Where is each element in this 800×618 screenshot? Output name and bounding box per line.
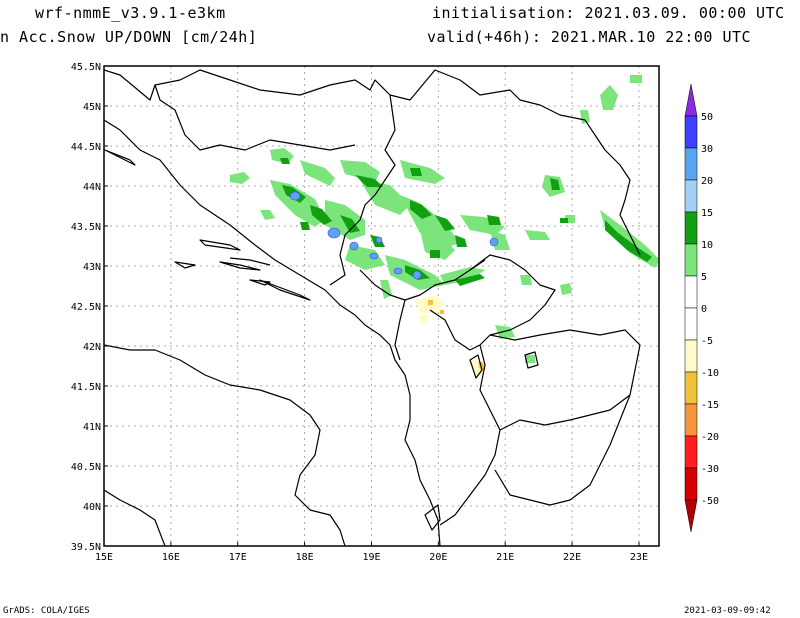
model-title: wrf-nmmE_v3.9.1-e3km bbox=[35, 4, 226, 22]
y-tick-label: 43N bbox=[83, 262, 101, 273]
colorbar-label: -10 bbox=[701, 368, 719, 379]
x-tick-label: 20E bbox=[429, 552, 447, 563]
y-tick-label: 45N bbox=[83, 102, 101, 113]
y-tick-label: 42N bbox=[83, 342, 101, 353]
longitude-ticks: 15E 16E 17E 18E 19E 20E 21E 22E 23E bbox=[95, 542, 648, 563]
serbia-border bbox=[389, 69, 641, 256]
montenegro-border bbox=[359, 259, 486, 301]
colorbar-segment bbox=[684, 211, 698, 245]
colorbar-label: -5 bbox=[701, 336, 713, 347]
y-tick-label: 42.5N bbox=[71, 302, 101, 313]
x-tick-label: 16E bbox=[162, 552, 180, 563]
islands bbox=[104, 149, 311, 301]
snow-accumulation-field bbox=[230, 75, 659, 375]
y-tick-label: 43.5N bbox=[71, 222, 101, 233]
colorbar-segment bbox=[684, 467, 698, 501]
colorbar-segment bbox=[684, 147, 698, 181]
colorbar-label: 30 bbox=[701, 144, 713, 155]
field-title: n Acc.Snow UP/DOWN [cm/24h] bbox=[0, 28, 258, 46]
x-tick-label: 23E bbox=[630, 552, 648, 563]
colorbar-label: 10 bbox=[701, 240, 713, 251]
colorbar-label: -30 bbox=[701, 464, 719, 475]
snow-negative-light bbox=[415, 295, 482, 375]
colorbar-segment bbox=[684, 371, 698, 405]
y-tick-label: 44N bbox=[83, 182, 101, 193]
colorbar-segment bbox=[684, 403, 698, 437]
x-tick-label: 15E bbox=[95, 552, 113, 563]
colorbar-label: 5 bbox=[701, 272, 707, 283]
colorbar-label: -15 bbox=[701, 400, 719, 411]
colorbar-label: -20 bbox=[701, 432, 719, 443]
colorbar-segment bbox=[684, 115, 698, 149]
footer-credit: GrADS: COLA/IGES bbox=[3, 606, 90, 616]
y-tick-label: 44.5N bbox=[71, 142, 101, 153]
italy-heel bbox=[104, 489, 166, 546]
corfu-island bbox=[424, 504, 441, 531]
y-tick-label: 41N bbox=[83, 422, 101, 433]
snow-positive-blue bbox=[289, 191, 499, 280]
kosovo-border bbox=[469, 254, 556, 346]
x-tick-label: 21E bbox=[496, 552, 514, 563]
lake-ohrid bbox=[469, 354, 483, 379]
y-tick-label: 45.5N bbox=[71, 62, 101, 73]
adriatic-coast bbox=[104, 119, 441, 546]
x-tick-label: 17E bbox=[229, 552, 247, 563]
colorbar-label: 15 bbox=[701, 208, 713, 219]
valid-time: valid(+46h): 2021.MAR.10 22:00 UTC bbox=[427, 28, 752, 46]
colorbar-segment bbox=[684, 243, 698, 277]
greece-coast bbox=[494, 394, 631, 506]
colorbar-segment bbox=[684, 339, 698, 373]
latitude-ticks: 45.5N 45N 44.5N 44N 43.5N 43N 42.5N 42N 41.5N 41N… bbox=[71, 62, 108, 553]
colorbar-bottom-arrow bbox=[684, 499, 698, 533]
colorbar-label: -50 bbox=[701, 496, 719, 507]
x-tick-label: 22E bbox=[563, 552, 581, 563]
croatia-bosnia-border bbox=[104, 69, 396, 286]
colorbar-segment bbox=[684, 275, 698, 309]
macedonia-border bbox=[489, 329, 641, 431]
albania-border bbox=[394, 299, 501, 526]
footer-timestamp: 2021-03-09-09:42 bbox=[684, 606, 771, 616]
coastlines-borders bbox=[104, 69, 641, 546]
x-tick-label: 19E bbox=[362, 552, 380, 563]
italy-coast bbox=[104, 344, 346, 546]
lake-prespa bbox=[524, 351, 539, 369]
colorbar-segment bbox=[684, 179, 698, 213]
y-tick-label: 41.5N bbox=[71, 382, 101, 393]
y-tick-label: 40.5N bbox=[71, 462, 101, 473]
init-time: initialisation: 2021.03.09. 00:00 UTC bbox=[432, 4, 785, 22]
colorbar-label: 0 bbox=[701, 304, 707, 315]
colorbar-segment bbox=[684, 307, 698, 341]
colorbar-segment bbox=[684, 435, 698, 469]
colorbar-top-arrow bbox=[684, 83, 698, 117]
x-tick-label: 18E bbox=[296, 552, 314, 563]
y-tick-label: 40N bbox=[83, 502, 101, 513]
y-tick-label: 39.5N bbox=[71, 542, 101, 553]
colorbar-label: 20 bbox=[701, 176, 713, 187]
bosnia-north-border bbox=[154, 84, 356, 151]
colorbar-label: 50 bbox=[701, 112, 713, 123]
